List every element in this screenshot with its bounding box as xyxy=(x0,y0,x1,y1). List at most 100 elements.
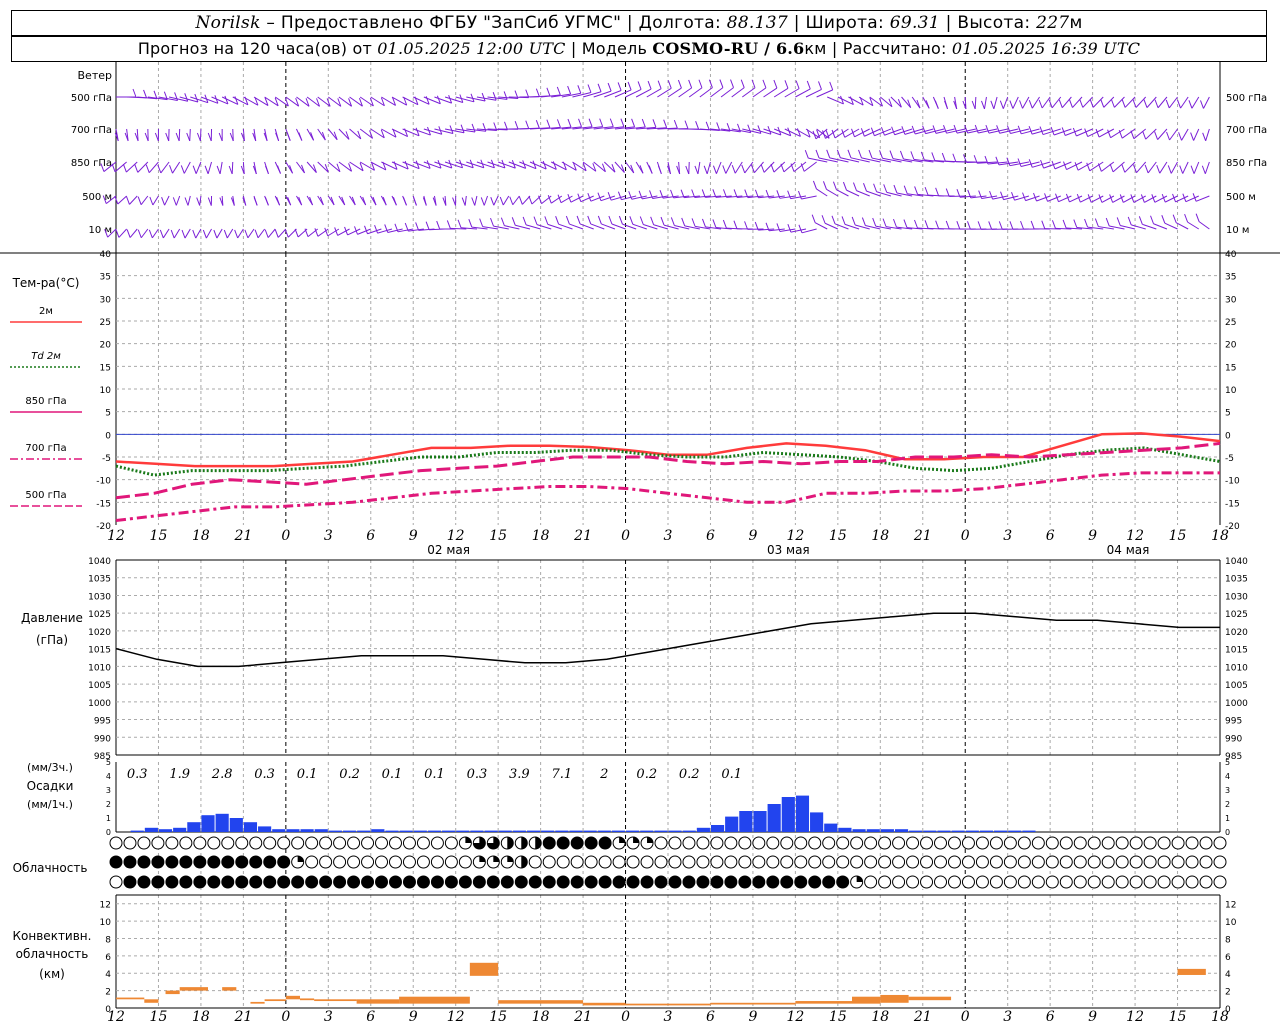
wind-barb xyxy=(508,96,529,99)
wind-barb-flag xyxy=(253,197,258,206)
wind-level-label-right: 10 м xyxy=(1226,225,1249,236)
wind-barb xyxy=(450,227,467,230)
wind-barb xyxy=(844,223,860,230)
wind-barb xyxy=(614,161,625,173)
cloud-cover-mid xyxy=(947,855,961,869)
cloud-cover-high xyxy=(109,836,123,850)
temp-xtick: 21 xyxy=(573,528,592,544)
wind-barb-flag xyxy=(184,197,189,206)
wind-barb xyxy=(226,228,234,239)
cloud-cover-low xyxy=(696,875,710,889)
wind-barb-flag xyxy=(858,149,862,159)
conv-ytick-left: 2 xyxy=(105,988,111,998)
cloud-cover-high xyxy=(1157,836,1171,850)
wind-barb xyxy=(1181,128,1189,141)
wind-barb xyxy=(211,96,229,105)
wind-level-label-right: 700 гПа xyxy=(1226,125,1267,136)
wind-barb xyxy=(593,161,606,173)
conv-xtick: 6 xyxy=(706,1009,715,1024)
wind-barb-flag xyxy=(219,197,224,206)
wind-barb-flag xyxy=(962,100,967,110)
cloud-cover-fill xyxy=(507,856,514,862)
cloud-cover-mid xyxy=(738,855,752,869)
wind-barb-flag xyxy=(240,132,245,142)
cloud-cover-mid xyxy=(864,855,878,869)
conv-xtick: 18 xyxy=(192,1009,210,1024)
wind-barb-flag xyxy=(180,165,185,174)
wind-barb xyxy=(603,161,616,173)
wind-barb-flag xyxy=(861,217,866,226)
wind-barb-flag xyxy=(873,183,878,192)
calc-time: 01.05.2025 16:39 UTC xyxy=(951,39,1141,58)
cloud-cover-mid xyxy=(1087,855,1101,869)
cloud-cover-high xyxy=(738,836,752,850)
wind-barb xyxy=(856,190,870,197)
cloud-cover-low xyxy=(514,875,528,889)
wind-barb-flag xyxy=(1172,214,1177,223)
wind-barb-flag xyxy=(1051,220,1056,229)
cloud-cover-low xyxy=(752,875,766,889)
wind-barb-flag xyxy=(1044,193,1048,202)
wind-barb-flag xyxy=(964,124,969,134)
wind-barb-flag xyxy=(1051,160,1056,170)
wind-barb-flag xyxy=(284,229,289,238)
wind-barb xyxy=(874,128,892,137)
wind-barb xyxy=(370,128,385,139)
wind-barb-flag xyxy=(218,132,223,142)
wind-barb xyxy=(267,228,276,238)
wind-barb xyxy=(705,226,722,230)
wind-barb xyxy=(684,195,700,199)
wind-barb-flag xyxy=(252,165,257,175)
wind-barb-flag xyxy=(1028,125,1033,135)
wind-barb-flag xyxy=(967,221,971,230)
precip-unit-1h: (мм/1ч.) xyxy=(27,798,73,811)
wind-barb-flag xyxy=(893,184,898,194)
altitude-label: | Высота: xyxy=(945,13,1031,33)
wind-barb-flag xyxy=(750,164,755,173)
wind-barb xyxy=(657,127,678,130)
wind-barb xyxy=(296,161,305,174)
wind-barb xyxy=(593,90,612,98)
wind-barb xyxy=(1121,128,1136,139)
cloud-cover-low xyxy=(486,875,500,889)
wind-barb-flag xyxy=(470,93,475,102)
wind-barb-flag xyxy=(944,100,948,109)
conv-ytick-left: 8 xyxy=(105,935,111,945)
wind-barb-flag xyxy=(436,95,441,104)
wind-barb-flag xyxy=(1182,193,1187,202)
wind-barb-flag xyxy=(897,99,902,108)
wind-barb-flag xyxy=(143,89,148,99)
cloud-cover-mid xyxy=(1031,855,1045,869)
wind-barb xyxy=(184,228,191,239)
wind-barb xyxy=(515,224,531,230)
precip-bar xyxy=(385,830,399,832)
precip-bar xyxy=(130,830,144,832)
wind-barb-flag xyxy=(910,151,915,160)
wind-barb xyxy=(1087,128,1104,137)
wind-barb xyxy=(317,228,329,237)
wind-barb-flag xyxy=(617,191,622,200)
wind-barb-flag xyxy=(223,229,228,239)
cloud-cover-high xyxy=(193,836,207,850)
wind-barb-flag xyxy=(567,118,572,128)
wind-barb xyxy=(1136,161,1147,173)
wind-barb xyxy=(1175,222,1189,230)
pressure-ytick-left: 1040 xyxy=(88,557,111,567)
temp-ytick-left: -20 xyxy=(96,522,111,532)
wind-barb xyxy=(173,228,181,239)
wind-barb-flag xyxy=(703,165,708,175)
wind-barb-flag xyxy=(860,128,865,137)
wind-barb-flag xyxy=(264,97,269,106)
wind-barb xyxy=(402,128,420,137)
wind-barb xyxy=(1036,195,1051,202)
wind-barb xyxy=(684,225,700,230)
wind-barb-flag xyxy=(796,128,801,137)
wind-barb-flag xyxy=(798,224,803,233)
wind-barb xyxy=(688,87,703,98)
wind-level-label-left: 500 м xyxy=(82,192,112,203)
cloud-cover-low xyxy=(193,875,207,889)
cloud-cover-low xyxy=(402,875,416,889)
cloud-cover-mid xyxy=(277,855,291,869)
wind-barb-flag xyxy=(825,130,830,139)
cloud-cover-mid xyxy=(109,855,123,869)
